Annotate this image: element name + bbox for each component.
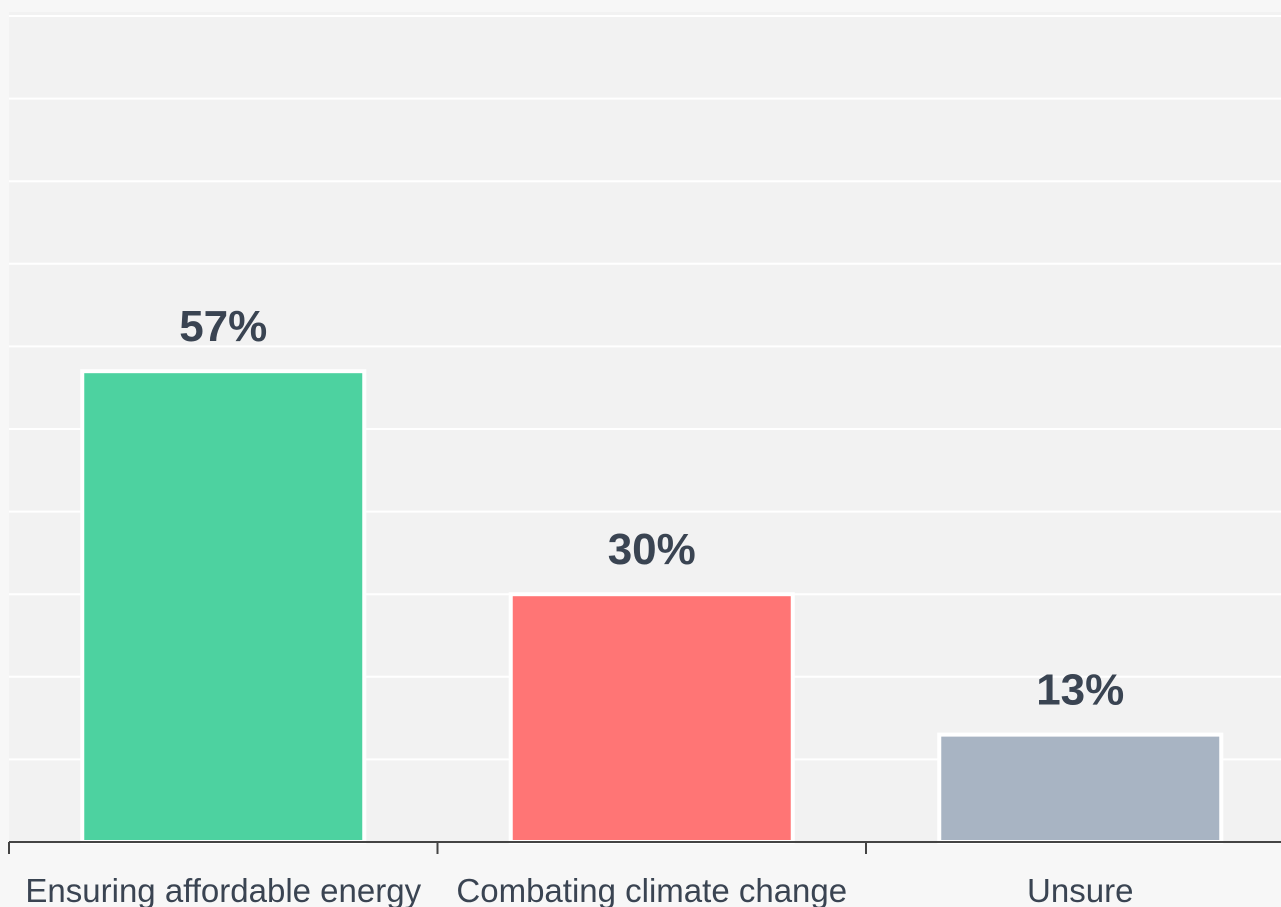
category-label-3: Unsure bbox=[1027, 872, 1133, 907]
value-label-3: 13% bbox=[1036, 666, 1124, 715]
bar-2 bbox=[508, 592, 795, 845]
category-label-2: Combating climate change bbox=[456, 872, 847, 907]
value-labels: 57% 30% 13% bbox=[179, 302, 1124, 714]
value-label-1: 57% bbox=[179, 302, 267, 351]
bars bbox=[80, 369, 1224, 845]
x-axis-ticks bbox=[8, 842, 867, 854]
category-label-1: Ensuring affordable energy bbox=[25, 872, 421, 907]
value-label-2: 30% bbox=[608, 525, 696, 574]
bar-1 bbox=[80, 369, 367, 844]
category-labels: Ensuring affordable energy Combating clim… bbox=[25, 872, 1133, 907]
bar-3 bbox=[937, 732, 1224, 844]
